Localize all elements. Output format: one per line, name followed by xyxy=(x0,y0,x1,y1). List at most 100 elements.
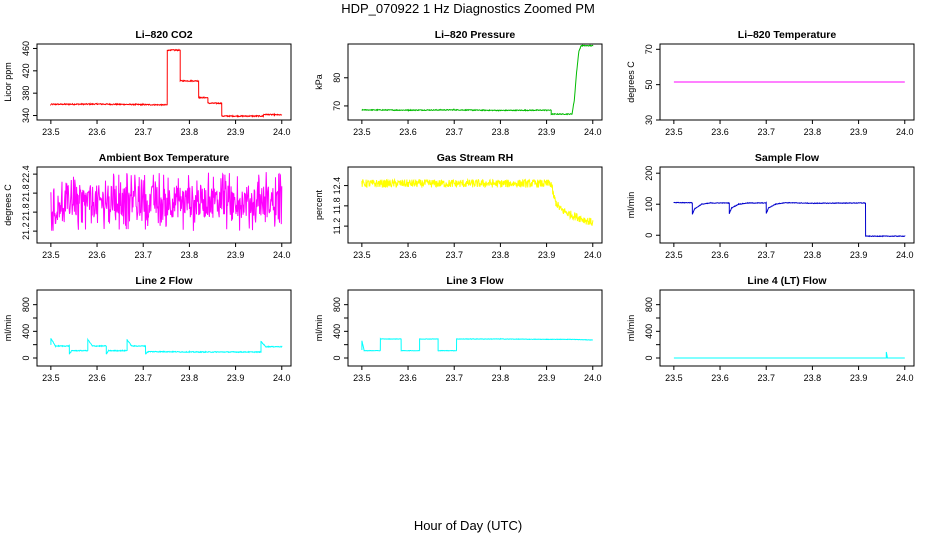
panel-1: Li–820 CO2 Licor ppm 23.5 23.6 23.7 23.8 23.9 2… xyxy=(3,29,292,137)
y-axis-label: kPa xyxy=(314,74,324,90)
x-tick-label: 23.8 xyxy=(492,250,510,260)
y-tick-label: 12.4 xyxy=(332,177,342,195)
y-tick-label: 70 xyxy=(644,44,654,54)
plot-frame xyxy=(347,43,603,121)
x-tick-label: 23.5 xyxy=(42,373,60,383)
x-tick-label: 23.7 xyxy=(757,373,775,383)
y-tick-label: 800 xyxy=(21,297,31,312)
y-tick-label: 380 xyxy=(21,86,31,101)
y-axis-label: ml/min xyxy=(314,315,324,342)
x-tick-label: 23.5 xyxy=(353,373,371,383)
panel-title: Sample Flow xyxy=(755,152,820,164)
y-tick-label: 22.4 xyxy=(21,165,31,183)
y-axis-label: degrees C xyxy=(626,61,636,103)
x-tick-label: 23.9 xyxy=(850,127,868,137)
x-tick-label: 23.5 xyxy=(42,250,60,260)
x-tick-label: 23.9 xyxy=(538,250,556,260)
y-axis-label: ml/min xyxy=(626,315,636,342)
panel-2: Li–820 Pressure kPa 23.5 23.6 23.7 23.8 23.9 24… xyxy=(314,29,603,137)
panel-title: Line 2 Flow xyxy=(135,275,193,287)
series-line xyxy=(361,177,594,226)
x-tick-label: 23.7 xyxy=(445,127,463,137)
x-tick-label: 23.8 xyxy=(181,250,199,260)
x-tick-label: 23.6 xyxy=(399,250,417,260)
panel-title: Gas Stream RH xyxy=(437,152,513,164)
y-axis-label: percent xyxy=(314,189,324,220)
panel-7: Line 2 Flow ml/min 23.5 23.6 23.7 23.8 23.9 24.… xyxy=(3,275,292,383)
x-axis-title: Hour of Day (UTC) xyxy=(413,518,523,533)
x-tick-label: 23.5 xyxy=(353,127,371,137)
series-line xyxy=(361,337,593,352)
y-tick-label: 340 xyxy=(21,108,31,123)
x-tick-label: 23.6 xyxy=(399,127,417,137)
panel-8: Line 3 Flow ml/min 23.5 23.6 23.7 23.8 23.9 24.… xyxy=(314,275,603,383)
x-tick-label: 23.5 xyxy=(665,373,683,383)
y-tick-label: 11.2 xyxy=(332,218,342,235)
y-tick-label: 50 xyxy=(644,80,654,90)
y-axis-label: ml/min xyxy=(626,192,636,219)
plot-frame xyxy=(36,289,292,367)
x-tick-label: 23.6 xyxy=(88,250,106,260)
x-tick-label: 23.8 xyxy=(492,373,510,383)
panel-title: Li–820 Temperature xyxy=(738,29,837,41)
series-line xyxy=(673,351,905,359)
x-tick-label: 23.8 xyxy=(804,127,822,137)
x-tick-label: 23.7 xyxy=(134,373,152,383)
y-tick-label: 21.8 xyxy=(21,203,31,221)
x-tick-label: 23.9 xyxy=(227,250,245,260)
panel-3: Li–820 Temperature degrees C 23.5 23.6 23.7 2… xyxy=(626,29,915,137)
panel-4: Ambient Box Temperature degrees C 23.5 23.6… xyxy=(3,152,292,260)
figure-title: HDP_070922 1 Hz Diagnostics Zoomed PM xyxy=(341,1,595,16)
plot-frame xyxy=(347,289,603,367)
x-tick-label: 24.0 xyxy=(584,127,602,137)
plot-frame xyxy=(659,289,915,367)
y-axis-label: Licor ppm xyxy=(3,62,13,102)
y-tick-label: 420 xyxy=(21,63,31,78)
x-tick-label: 23.6 xyxy=(711,373,729,383)
x-tick-label: 23.5 xyxy=(665,250,683,260)
x-tick-label: 23.9 xyxy=(227,373,245,383)
series-line xyxy=(673,201,906,238)
x-tick-label: 23.6 xyxy=(88,373,106,383)
x-tick-label: 23.9 xyxy=(850,373,868,383)
y-tick-label: 400 xyxy=(332,324,342,339)
y-tick-label: 0 xyxy=(332,355,342,360)
x-tick-label: 24.0 xyxy=(273,127,291,137)
y-tick-label: 0 xyxy=(21,355,31,360)
y-tick-label: 460 xyxy=(21,41,31,56)
panel-9: Line 4 (LT) Flow ml/min 23.5 23.6 23.7 23.8 23… xyxy=(626,275,915,383)
series-line xyxy=(50,172,283,231)
y-tick-label: 80 xyxy=(332,73,342,83)
x-tick-label: 24.0 xyxy=(896,127,914,137)
x-tick-label: 23.6 xyxy=(711,250,729,260)
x-tick-label: 23.6 xyxy=(88,127,106,137)
x-tick-label: 23.7 xyxy=(445,373,463,383)
y-tick-label: 100 xyxy=(644,197,654,212)
x-tick-label: 23.9 xyxy=(538,373,556,383)
x-tick-label: 23.8 xyxy=(181,127,199,137)
x-tick-label: 23.6 xyxy=(399,373,417,383)
x-tick-label: 23.8 xyxy=(181,373,199,383)
x-tick-label: 23.9 xyxy=(227,127,245,137)
y-axis-label: ml/min xyxy=(3,315,13,342)
panel-title: Li–820 Pressure xyxy=(435,29,516,41)
x-tick-label: 23.9 xyxy=(850,250,868,260)
x-tick-label: 23.7 xyxy=(134,250,152,260)
panel-5: Gas Stream RH percent 23.5 23.6 23.7 23.8 23.9… xyxy=(314,152,603,260)
plot-frame xyxy=(36,166,292,244)
panel-title: Line 4 (LT) Flow xyxy=(747,275,827,287)
y-tick-label: 21.8 xyxy=(21,184,31,202)
y-tick-label: 11.8 xyxy=(332,197,342,214)
y-tick-label: 70 xyxy=(332,101,342,111)
x-tick-label: 23.9 xyxy=(538,127,556,137)
x-tick-label: 23.7 xyxy=(757,127,775,137)
x-tick-label: 23.7 xyxy=(134,127,152,137)
x-tick-label: 24.0 xyxy=(584,373,602,383)
panel-6: Sample Flow ml/min 23.5 23.6 23.7 23.8 23.9 24.… xyxy=(626,152,915,260)
y-tick-label: 0 xyxy=(644,355,654,360)
y-tick-label: 30 xyxy=(644,115,654,125)
y-tick-label: 200 xyxy=(644,166,654,181)
y-tick-label: 400 xyxy=(644,324,654,339)
x-tick-label: 23.8 xyxy=(804,373,822,383)
